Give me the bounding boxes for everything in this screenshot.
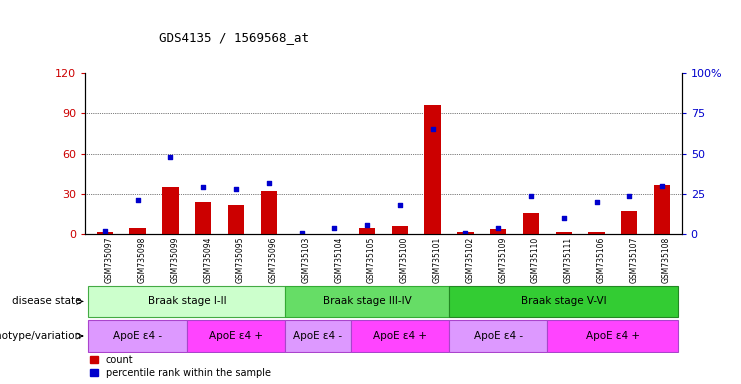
Text: disease state: disease state bbox=[12, 296, 82, 306]
Point bbox=[623, 192, 635, 199]
Bar bbox=[162, 187, 179, 234]
FancyBboxPatch shape bbox=[449, 320, 548, 352]
Text: GSM735107: GSM735107 bbox=[629, 237, 638, 283]
Text: GSM735111: GSM735111 bbox=[564, 237, 573, 283]
Bar bbox=[130, 227, 146, 234]
Text: GSM735100: GSM735100 bbox=[400, 237, 409, 283]
Point bbox=[230, 186, 242, 192]
Bar bbox=[457, 232, 473, 234]
FancyBboxPatch shape bbox=[88, 286, 285, 317]
Bar bbox=[588, 232, 605, 234]
Point bbox=[459, 230, 471, 236]
Point bbox=[394, 202, 406, 208]
Point bbox=[558, 215, 570, 221]
Text: Braak stage I-II: Braak stage I-II bbox=[147, 296, 226, 306]
Text: GDS4135 / 1569568_at: GDS4135 / 1569568_at bbox=[159, 31, 309, 44]
Bar bbox=[425, 105, 441, 234]
Point bbox=[263, 180, 275, 186]
Legend: count, percentile rank within the sample: count, percentile rank within the sample bbox=[90, 355, 270, 378]
Bar bbox=[654, 185, 671, 234]
Point bbox=[296, 230, 308, 236]
Text: genotype/variation: genotype/variation bbox=[0, 331, 82, 341]
Text: GSM735099: GSM735099 bbox=[170, 237, 179, 283]
FancyBboxPatch shape bbox=[548, 320, 679, 352]
Bar bbox=[522, 213, 539, 234]
Point bbox=[492, 225, 504, 231]
FancyBboxPatch shape bbox=[350, 320, 449, 352]
Point bbox=[361, 222, 373, 228]
Text: Braak stage III-IV: Braak stage III-IV bbox=[322, 296, 411, 306]
Text: GSM735102: GSM735102 bbox=[465, 237, 474, 283]
Text: GSM735110: GSM735110 bbox=[531, 237, 540, 283]
Point bbox=[197, 184, 209, 190]
Text: ApoE ε4 +: ApoE ε4 + bbox=[373, 331, 427, 341]
Point bbox=[328, 225, 340, 231]
Text: ApoE ε4 -: ApoE ε4 - bbox=[473, 331, 522, 341]
Text: GSM735101: GSM735101 bbox=[433, 237, 442, 283]
Bar bbox=[227, 205, 245, 234]
Bar bbox=[359, 227, 375, 234]
Point bbox=[165, 154, 176, 160]
Bar bbox=[556, 232, 572, 234]
Text: GSM735094: GSM735094 bbox=[203, 237, 212, 283]
Text: ApoE ε4 -: ApoE ε4 - bbox=[293, 331, 342, 341]
Point bbox=[656, 183, 668, 189]
Text: GSM735104: GSM735104 bbox=[334, 237, 343, 283]
Bar bbox=[392, 226, 408, 234]
Text: Braak stage V-VI: Braak stage V-VI bbox=[521, 296, 607, 306]
Bar bbox=[621, 211, 637, 234]
Text: ApoE ε4 +: ApoE ε4 + bbox=[209, 331, 263, 341]
FancyBboxPatch shape bbox=[449, 286, 679, 317]
Text: ApoE ε4 -: ApoE ε4 - bbox=[113, 331, 162, 341]
Text: GSM735103: GSM735103 bbox=[302, 237, 310, 283]
Text: GSM735098: GSM735098 bbox=[138, 237, 147, 283]
Bar bbox=[96, 232, 113, 234]
Text: GSM735108: GSM735108 bbox=[662, 237, 671, 283]
Point bbox=[525, 192, 537, 199]
Bar bbox=[195, 202, 211, 234]
Text: GSM735097: GSM735097 bbox=[105, 237, 114, 283]
Text: GSM735109: GSM735109 bbox=[498, 237, 507, 283]
Point bbox=[99, 228, 111, 234]
Bar bbox=[261, 191, 277, 234]
FancyBboxPatch shape bbox=[285, 286, 449, 317]
Point bbox=[132, 197, 144, 204]
Point bbox=[591, 199, 602, 205]
Text: GSM735105: GSM735105 bbox=[367, 237, 376, 283]
FancyBboxPatch shape bbox=[187, 320, 285, 352]
Text: GSM735095: GSM735095 bbox=[236, 237, 245, 283]
Point bbox=[427, 126, 439, 132]
Text: GSM735106: GSM735106 bbox=[597, 237, 605, 283]
Text: ApoE ε4 +: ApoE ε4 + bbox=[586, 331, 640, 341]
FancyBboxPatch shape bbox=[285, 320, 350, 352]
Bar bbox=[490, 229, 506, 234]
Text: GSM735096: GSM735096 bbox=[269, 237, 278, 283]
FancyBboxPatch shape bbox=[88, 320, 187, 352]
